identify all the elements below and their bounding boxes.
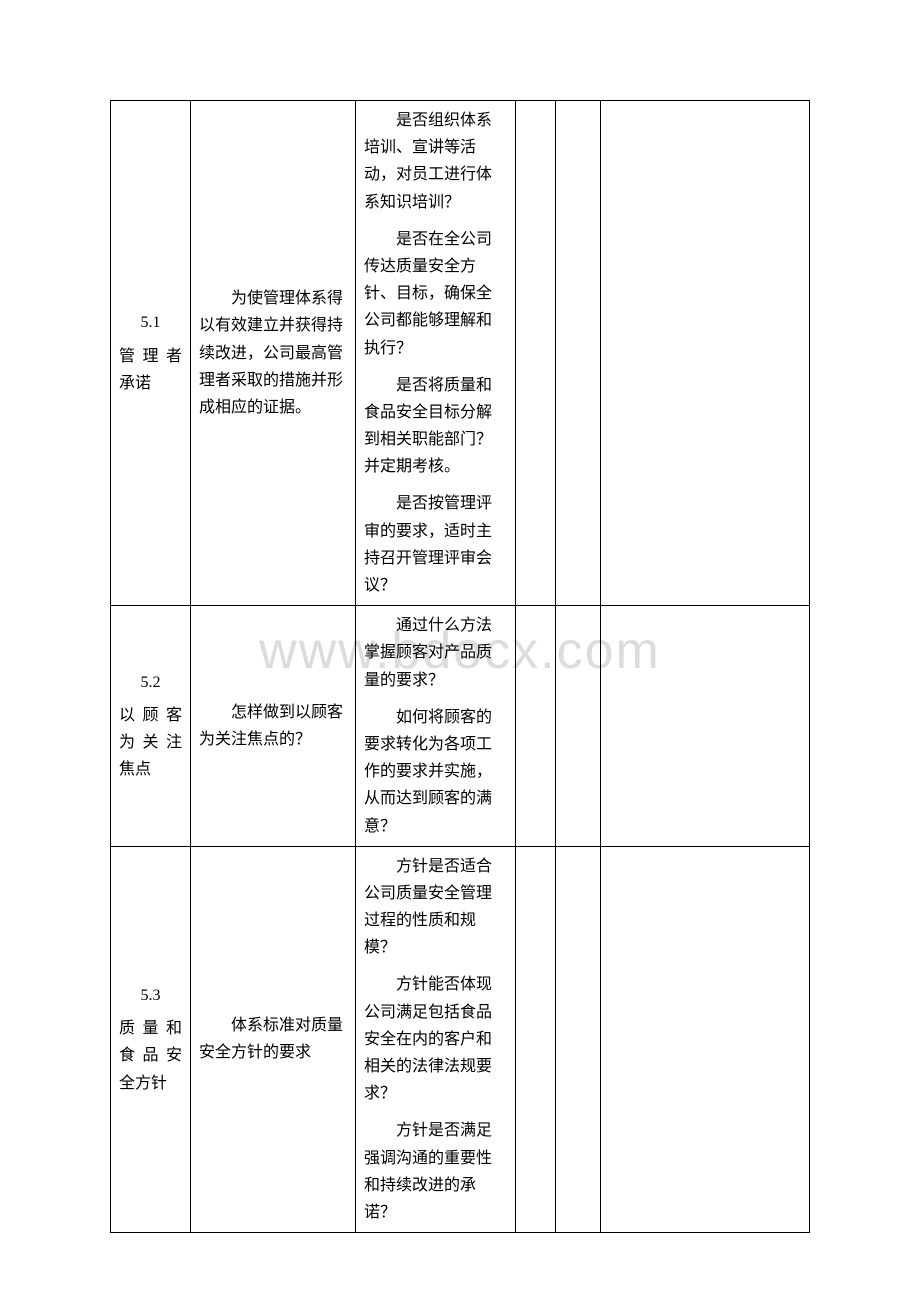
detail-item: 方针能否体现公司满足包括食品安全在内的客户和相关的法律法规要求？ [364, 971, 507, 1107]
table-row: 5.1 管理者承诺 为使管理体系得以有效建立并获得持续改进，公司最高管理者采取的… [111, 101, 810, 606]
empty-cell [601, 606, 810, 847]
section-cell: 5.1 管理者承诺 [111, 101, 191, 606]
section-number: 5.2 [119, 669, 182, 696]
section-cell: 5.2 以顾客为关注焦点 [111, 606, 191, 847]
details-cell: 通过什么方法掌握顾客对产品质量的要求？ 如何将顾客的要求转化为各项工作的要求并实… [356, 606, 516, 847]
detail-item: 方针是否满足强调沟通的重要性和持续改进的承诺？ [364, 1117, 507, 1226]
description-cell: 为使管理体系得以有效建立并获得持续改进，公司最高管理者采取的措施并形成相应的证据… [191, 101, 356, 606]
detail-item: 通过什么方法掌握顾客对产品质量的要求？ [364, 612, 507, 694]
description-text: 怎样做到以顾客为关注焦点的？ [199, 699, 347, 753]
detail-item: 是否组织体系培训、宣讲等活动，对员工进行体系知识培训？ [364, 107, 507, 216]
section-title: 管理者承诺 [119, 343, 182, 397]
section-title: 以顾客为关注焦点 [119, 702, 182, 784]
table-row: 5.2 以顾客为关注焦点 怎样做到以顾客为关注焦点的？ 通过什么方法掌握顾客对产… [111, 606, 810, 847]
section-number: 5.1 [119, 309, 182, 336]
description-text: 体系标准对质量安全方针的要求 [199, 1012, 347, 1066]
description-cell: 怎样做到以顾客为关注焦点的？ [191, 606, 356, 847]
empty-cell [556, 606, 601, 847]
empty-cell [556, 846, 601, 1232]
detail-item: 方针是否适合公司质量安全管理过程的性质和规模？ [364, 853, 507, 962]
table-row: 5.3 质量和食品安全方针 体系标准对质量安全方针的要求 方针是否适合公司质量安… [111, 846, 810, 1232]
empty-cell [556, 101, 601, 606]
empty-cell [601, 101, 810, 606]
audit-table: 5.1 管理者承诺 为使管理体系得以有效建立并获得持续改进，公司最高管理者采取的… [110, 100, 810, 1233]
section-title: 质量和食品安全方针 [119, 1015, 182, 1097]
empty-cell [516, 606, 556, 847]
empty-cell [516, 101, 556, 606]
details-cell: 是否组织体系培训、宣讲等活动，对员工进行体系知识培训？ 是否在全公司传达质量安全… [356, 101, 516, 606]
description-text: 为使管理体系得以有效建立并获得持续改进，公司最高管理者采取的措施并形成相应的证据… [199, 285, 347, 421]
detail-item: 是否将质量和食品安全目标分解到相关职能部门？并定期考核。 [364, 372, 507, 481]
detail-item: 是否在全公司传达质量安全方针、目标，确保全公司都能够理解和执行？ [364, 226, 507, 362]
details-cell: 方针是否适合公司质量安全管理过程的性质和规模？ 方针能否体现公司满足包括食品安全… [356, 846, 516, 1232]
description-cell: 体系标准对质量安全方针的要求 [191, 846, 356, 1232]
empty-cell [601, 846, 810, 1232]
detail-item: 是否按管理评审的要求，适时主持召开管理评审会议？ [364, 490, 507, 599]
section-cell: 5.3 质量和食品安全方针 [111, 846, 191, 1232]
section-number: 5.3 [119, 982, 182, 1009]
detail-item: 如何将顾客的要求转化为各项工作的要求并实施，从而达到顾客的满意？ [364, 704, 507, 840]
empty-cell [516, 846, 556, 1232]
